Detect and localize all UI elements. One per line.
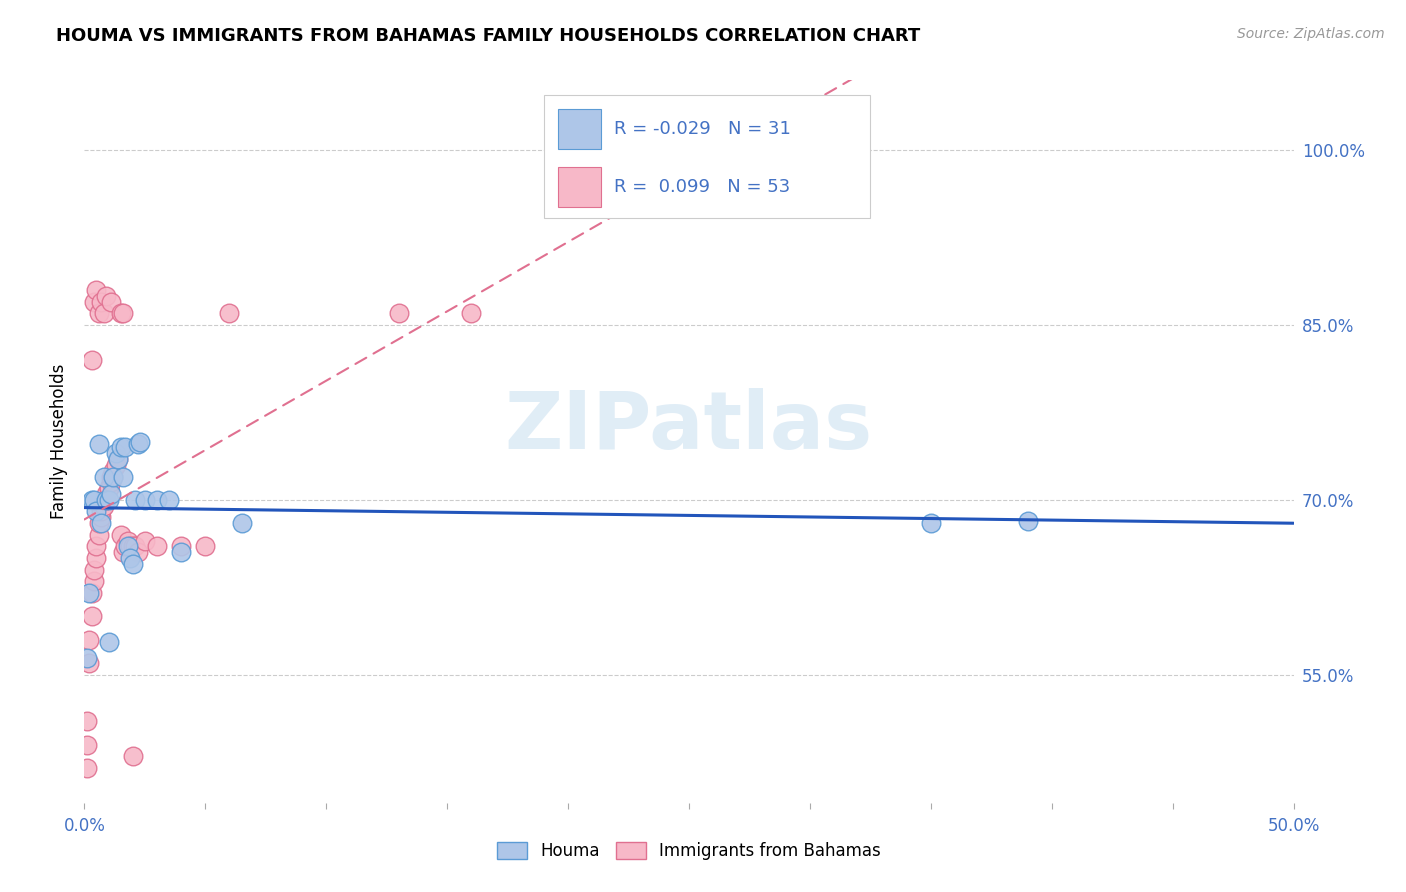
Point bbox=[93, 499, 115, 513]
Point bbox=[134, 492, 156, 507]
Point bbox=[77, 586, 100, 600]
Point bbox=[77, 656, 100, 670]
Point bbox=[90, 510, 112, 524]
Point bbox=[80, 353, 103, 368]
Point bbox=[121, 540, 143, 554]
Point bbox=[170, 545, 193, 559]
Point bbox=[83, 563, 105, 577]
Text: R = -0.029   N = 31: R = -0.029 N = 31 bbox=[614, 120, 790, 138]
FancyBboxPatch shape bbox=[558, 109, 600, 149]
Point bbox=[100, 475, 122, 490]
Point bbox=[112, 306, 135, 320]
Point bbox=[103, 464, 125, 478]
Point bbox=[112, 469, 135, 483]
Point bbox=[107, 452, 129, 467]
Point bbox=[114, 441, 136, 455]
Point bbox=[107, 452, 129, 467]
Point bbox=[120, 551, 142, 566]
Point bbox=[97, 492, 120, 507]
Point bbox=[93, 492, 115, 507]
Point bbox=[87, 528, 110, 542]
Point bbox=[77, 632, 100, 647]
Point bbox=[121, 749, 143, 764]
Point bbox=[94, 487, 117, 501]
Point bbox=[86, 504, 108, 518]
Point bbox=[388, 306, 411, 320]
Point bbox=[129, 434, 152, 449]
Legend: Houma, Immigrants from Bahamas: Houma, Immigrants from Bahamas bbox=[489, 835, 889, 867]
Point bbox=[110, 528, 132, 542]
Point bbox=[218, 306, 240, 320]
Text: R =  0.099   N = 53: R = 0.099 N = 53 bbox=[614, 178, 790, 196]
Point bbox=[90, 504, 112, 518]
Point bbox=[104, 458, 127, 472]
Point bbox=[80, 586, 103, 600]
Point bbox=[76, 651, 98, 665]
Point bbox=[94, 492, 117, 507]
Point bbox=[114, 540, 136, 554]
Point bbox=[86, 551, 108, 566]
Point bbox=[86, 283, 108, 297]
Point bbox=[94, 492, 117, 507]
Text: ZIPatlas: ZIPatlas bbox=[505, 388, 873, 467]
Point bbox=[97, 635, 120, 649]
Point bbox=[124, 540, 146, 554]
Point bbox=[90, 516, 112, 530]
Point bbox=[100, 469, 122, 483]
Point bbox=[121, 557, 143, 571]
Point bbox=[80, 492, 103, 507]
Point bbox=[127, 437, 149, 451]
Point bbox=[93, 306, 115, 320]
Point bbox=[87, 516, 110, 530]
Point bbox=[920, 516, 942, 530]
Point bbox=[94, 289, 117, 303]
Point bbox=[86, 540, 108, 554]
Point bbox=[110, 441, 132, 455]
Point bbox=[93, 469, 115, 483]
Point bbox=[76, 714, 98, 729]
Point bbox=[134, 533, 156, 548]
Point bbox=[90, 294, 112, 309]
Point bbox=[83, 294, 105, 309]
Point bbox=[83, 574, 105, 589]
Point bbox=[146, 492, 169, 507]
Point bbox=[460, 306, 482, 320]
Point bbox=[146, 540, 169, 554]
Point bbox=[100, 487, 122, 501]
Point bbox=[194, 540, 217, 554]
Point bbox=[97, 481, 120, 495]
Point bbox=[120, 540, 142, 554]
Point bbox=[170, 540, 193, 554]
Point bbox=[124, 492, 146, 507]
Point bbox=[100, 294, 122, 309]
Point bbox=[117, 540, 139, 554]
Point bbox=[87, 306, 110, 320]
Point bbox=[87, 437, 110, 451]
Point bbox=[103, 469, 125, 483]
Point bbox=[1017, 514, 1039, 528]
Point bbox=[157, 492, 180, 507]
Point bbox=[104, 446, 127, 460]
Text: Source: ZipAtlas.com: Source: ZipAtlas.com bbox=[1237, 27, 1385, 41]
FancyBboxPatch shape bbox=[558, 167, 600, 207]
Point bbox=[76, 761, 98, 775]
Point bbox=[83, 492, 105, 507]
Point bbox=[76, 738, 98, 752]
Point bbox=[110, 306, 132, 320]
Point bbox=[97, 481, 120, 495]
Point bbox=[80, 609, 103, 624]
Point bbox=[103, 469, 125, 483]
Y-axis label: Family Households: Family Households bbox=[51, 364, 69, 519]
Point bbox=[117, 533, 139, 548]
Text: HOUMA VS IMMIGRANTS FROM BAHAMAS FAMILY HOUSEHOLDS CORRELATION CHART: HOUMA VS IMMIGRANTS FROM BAHAMAS FAMILY … bbox=[56, 27, 921, 45]
Point bbox=[112, 545, 135, 559]
Point bbox=[127, 545, 149, 559]
FancyBboxPatch shape bbox=[544, 95, 870, 218]
Point bbox=[231, 516, 253, 530]
